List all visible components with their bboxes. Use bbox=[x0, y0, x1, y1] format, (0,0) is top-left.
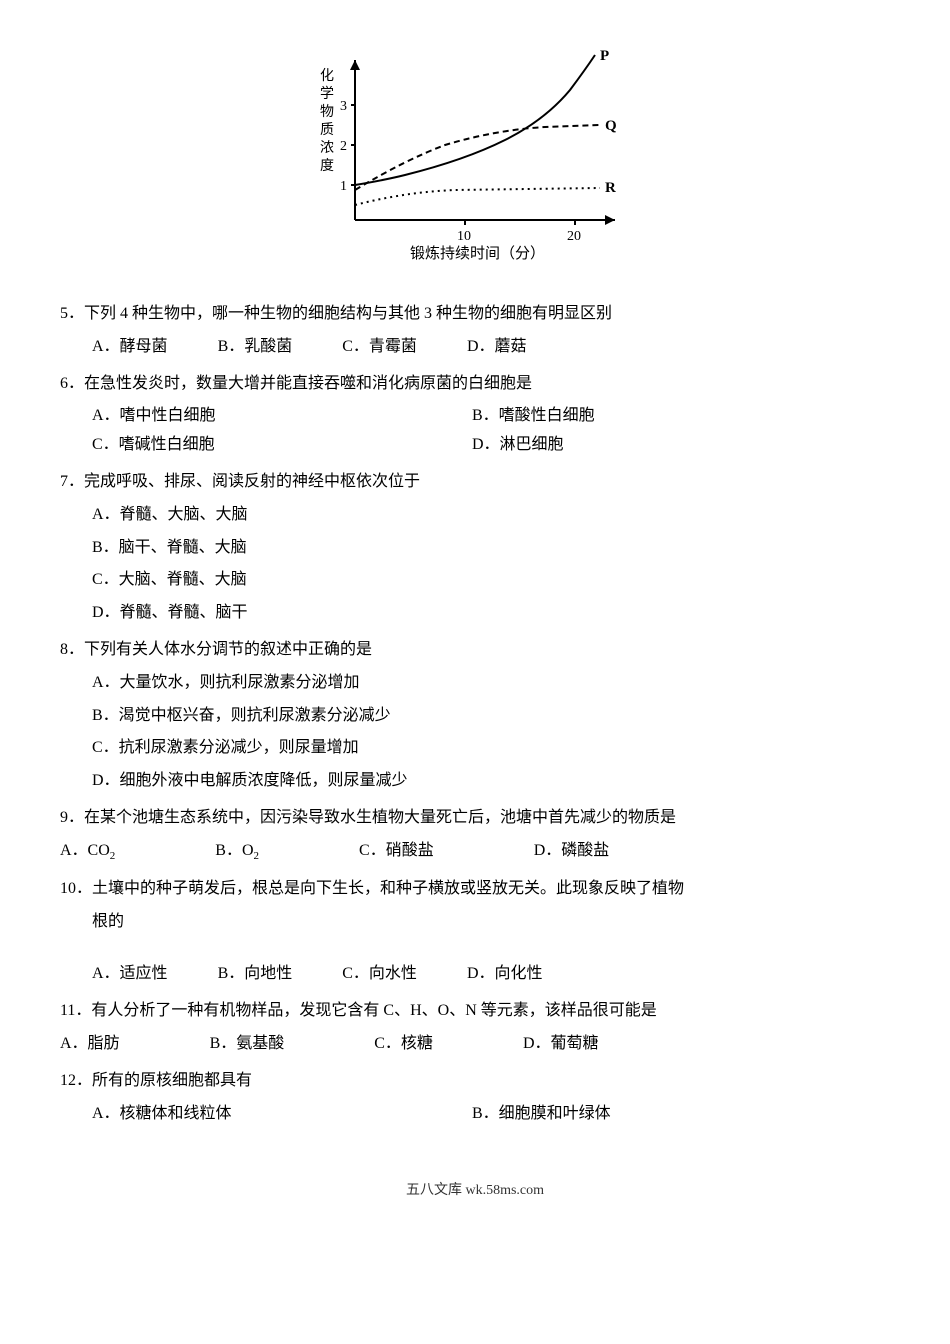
q12-opt-b: B．细胞膜和叶绿体 bbox=[472, 1100, 672, 1129]
ylabel-5: 浓 bbox=[320, 140, 334, 156]
xtick-2: 20 bbox=[567, 229, 581, 244]
q9-opt-a: A．CO2 bbox=[60, 837, 115, 867]
q10-text: 10．土壤中的种子萌发后，根总是向下生长，和种子横放或竖放无关。此现象反映了植物 bbox=[60, 875, 890, 904]
q9-opt-b: B．O2 bbox=[215, 837, 259, 867]
q10-opt-d: D．向化性 bbox=[467, 960, 543, 989]
q9-text: 9．在某个池塘生态系统中，因污染导致水生植物大量死亡后，池塘中首先减少的物质是 bbox=[60, 804, 890, 833]
q11-text: 11．有人分析了一种有机物样品，发现它含有 C、H、O、N 等元素，该样品很可能… bbox=[60, 997, 890, 1026]
question-10: 10．土壤中的种子萌发后，根总是向下生长，和种子横放或竖放无关。此现象反映了植物… bbox=[60, 875, 890, 989]
q11-options: A．脂肪 B．氨基酸 C．核糖 D．葡萄糖 bbox=[60, 1030, 890, 1059]
label-p: P bbox=[600, 48, 609, 64]
q6-text: 6．在急性发炎时，数量大增并能直接吞噬和消化病原菌的白细胞是 bbox=[60, 370, 890, 399]
q6-options-row2: C．嗜碱性白细胞 D．淋巴细胞 bbox=[60, 431, 890, 460]
curve-r bbox=[355, 188, 600, 205]
question-9: 9．在某个池塘生态系统中，因污染导致水生植物大量死亡后，池塘中首先减少的物质是 … bbox=[60, 804, 890, 867]
q6-opt-d: D．淋巴细胞 bbox=[472, 431, 672, 460]
q9-opt-c: C．硝酸盐 bbox=[359, 837, 434, 867]
footer: 五八文库 wk.58ms.com bbox=[60, 1178, 890, 1203]
q10-opt-a: A．适应性 bbox=[92, 960, 168, 989]
q8-opt-c: C．抗利尿激素分泌减少，则尿量增加 bbox=[92, 734, 890, 763]
question-8: 8．下列有关人体水分调节的叙述中正确的是 A．大量饮水，则抗利尿激素分泌增加 B… bbox=[60, 636, 890, 796]
ytick-2: 2 bbox=[340, 139, 347, 154]
question-11: 11．有人分析了一种有机物样品，发现它含有 C、H、O、N 等元素，该样品很可能… bbox=[60, 997, 890, 1059]
q5-opt-c: C．青霉菌 bbox=[342, 333, 417, 362]
q10-opt-c: C．向水性 bbox=[342, 960, 417, 989]
ytick-3: 3 bbox=[340, 99, 347, 114]
label-r: R bbox=[605, 180, 616, 196]
q5-options: A．酵母菌 B．乳酸菌 C．青霉菌 D．蘑菇 bbox=[60, 333, 890, 362]
ylabel-3: 物 bbox=[320, 104, 334, 120]
q5-opt-d: D．蘑菇 bbox=[467, 333, 527, 362]
q8-opt-d: D．细胞外液中电解质浓度降低，则尿量减少 bbox=[92, 767, 890, 796]
q8-options: A．大量饮水，则抗利尿激素分泌增加 B．渴觉中枢兴奋，则抗利尿激素分泌减少 C．… bbox=[60, 669, 890, 796]
q11-opt-c: C．核糖 bbox=[374, 1030, 433, 1059]
q12-opt-a: A．核糖体和线粒体 bbox=[92, 1100, 292, 1129]
chart-container: 化 学 物 质 浓 度 1 2 3 10 20 锻炼持续时间（分） P Q R bbox=[60, 40, 890, 270]
question-6: 6．在急性发炎时，数量大增并能直接吞噬和消化病原菌的白细胞是 A．嗜中性白细胞 … bbox=[60, 370, 890, 460]
q8-opt-a: A．大量饮水，则抗利尿激素分泌增加 bbox=[92, 669, 890, 698]
ylabel-6: 度 bbox=[320, 158, 334, 174]
ytick-1: 1 bbox=[340, 179, 347, 194]
line-chart: 化 学 物 质 浓 度 1 2 3 10 20 锻炼持续时间（分） P Q R bbox=[305, 40, 645, 270]
q9-options: A．CO2 B．O2 C．硝酸盐 D．磷酸盐 bbox=[60, 837, 890, 867]
q9-opt-d: D．磷酸盐 bbox=[534, 837, 610, 867]
q7-options: A．脊髓、大脑、大脑 B．脑干、脊髓、大脑 C．大脑、脊髓、大脑 D．脊髓、脊髓… bbox=[60, 501, 890, 628]
q8-opt-b: B．渴觉中枢兴奋，则抗利尿激素分泌减少 bbox=[92, 702, 890, 731]
x-arrow bbox=[605, 215, 615, 225]
q7-opt-b: B．脑干、脊髓、大脑 bbox=[92, 534, 890, 563]
curve-q bbox=[355, 125, 600, 190]
q12-text: 12．所有的原核细胞都具有 bbox=[60, 1067, 890, 1096]
xlabel: 锻炼持续时间（分） bbox=[410, 245, 545, 262]
q7-text: 7．完成呼吸、排尿、阅读反射的神经中枢依次位于 bbox=[60, 468, 890, 497]
q7-opt-d: D．脊髓、脊髓、脑干 bbox=[92, 599, 890, 628]
q6-opt-a: A．嗜中性白细胞 bbox=[92, 402, 292, 431]
q12-options: A．核糖体和线粒体 B．细胞膜和叶绿体 bbox=[60, 1100, 890, 1129]
ylabel-1: 化 bbox=[320, 68, 334, 84]
curve-p bbox=[355, 55, 595, 185]
y-arrow bbox=[350, 60, 360, 70]
q11-opt-a: A．脂肪 bbox=[60, 1030, 120, 1059]
q10-opt-b: B．向地性 bbox=[218, 960, 293, 989]
xtick-1: 10 bbox=[457, 229, 471, 244]
ylabel-4: 质 bbox=[320, 122, 334, 138]
q6-options-row1: A．嗜中性白细胞 B．嗜酸性白细胞 bbox=[60, 402, 890, 431]
q6-opt-c: C．嗜碱性白细胞 bbox=[92, 431, 292, 460]
label-q: Q bbox=[605, 118, 617, 134]
q10-options: A．适应性 B．向地性 C．向水性 D．向化性 bbox=[60, 960, 890, 989]
q7-opt-c: C．大脑、脊髓、大脑 bbox=[92, 566, 890, 595]
question-7: 7．完成呼吸、排尿、阅读反射的神经中枢依次位于 A．脊髓、大脑、大脑 B．脑干、… bbox=[60, 468, 890, 628]
q5-opt-b: B．乳酸菌 bbox=[218, 333, 293, 362]
q6-opt-b: B．嗜酸性白细胞 bbox=[472, 402, 672, 431]
question-5: 5．下列 4 种生物中，哪一种生物的细胞结构与其他 3 种生物的细胞有明显区别 … bbox=[60, 300, 890, 362]
q5-text: 5．下列 4 种生物中，哪一种生物的细胞结构与其他 3 种生物的细胞有明显区别 bbox=[60, 300, 890, 329]
q11-opt-b: B．氨基酸 bbox=[210, 1030, 285, 1059]
q5-opt-a: A．酵母菌 bbox=[92, 333, 168, 362]
q8-text: 8．下列有关人体水分调节的叙述中正确的是 bbox=[60, 636, 890, 665]
question-12: 12．所有的原核细胞都具有 A．核糖体和线粒体 B．细胞膜和叶绿体 bbox=[60, 1067, 890, 1129]
ylabel-2: 学 bbox=[320, 86, 334, 102]
q7-opt-a: A．脊髓、大脑、大脑 bbox=[92, 501, 890, 530]
q10-text2: 根的 bbox=[60, 908, 890, 937]
q11-opt-d: D．葡萄糖 bbox=[523, 1030, 599, 1059]
